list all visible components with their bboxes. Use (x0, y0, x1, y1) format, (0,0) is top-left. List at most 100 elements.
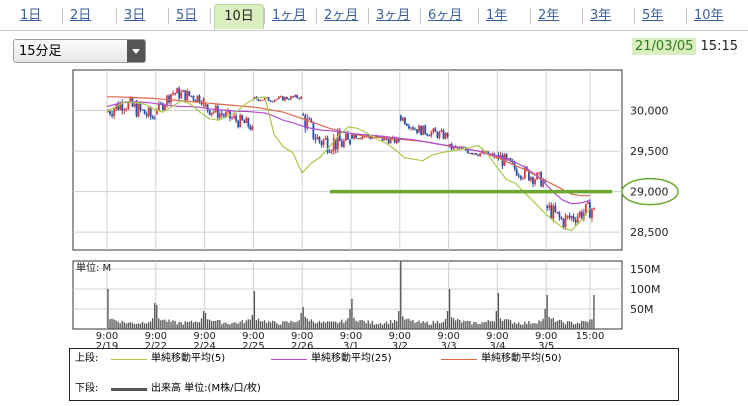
candle-body (194, 99, 197, 102)
tab-12[interactable]: 3年 (590, 8, 612, 23)
volume-bar (385, 321, 388, 329)
candle-body (233, 115, 235, 118)
tab-4[interactable]: 5日 (176, 8, 198, 23)
candle-body (180, 92, 183, 99)
x-tick-time: 9:00 (437, 331, 459, 342)
tab-10[interactable]: 1年 (486, 8, 508, 23)
candle-body (284, 97, 286, 101)
candle-body (507, 158, 510, 160)
tab-13[interactable]: 5年 (642, 8, 664, 23)
volume-bar (548, 317, 550, 329)
candle-body (253, 96, 256, 99)
volume-bar (520, 324, 522, 329)
volume-bar (564, 324, 567, 329)
candle-body (332, 138, 335, 151)
volume-bar (269, 322, 272, 329)
candle-body (113, 109, 116, 116)
candle-body (261, 99, 264, 101)
chevron-down-icon[interactable] (127, 40, 145, 62)
tab-11[interactable]: 2年 (538, 8, 560, 23)
volume-bar (127, 322, 129, 329)
volume-bar (229, 324, 231, 329)
volume-bar (489, 321, 491, 329)
volume-bar (554, 321, 556, 329)
volume-bar (123, 322, 125, 329)
tab-6[interactable]: 1ヶ月 (272, 8, 307, 23)
x-tick-time: 9:00 (535, 331, 557, 342)
volume-bar (125, 323, 127, 329)
x-tick-time: 9:00 (193, 331, 215, 342)
volume-bar (516, 323, 518, 329)
tab-9[interactable]: 6ヶ月 (428, 8, 463, 23)
volume-bar (158, 318, 160, 329)
volume-bar (215, 320, 217, 329)
volume-bar (292, 321, 294, 329)
volume-bar (518, 322, 520, 329)
volume-bar (141, 321, 144, 329)
candle-body (178, 88, 181, 99)
candle-body (353, 135, 355, 139)
candle-body (389, 138, 392, 144)
volume-bar (373, 324, 375, 329)
volume-bar (422, 321, 424, 329)
tab-1[interactable]: 1日 (20, 8, 42, 23)
candle-body (554, 205, 557, 213)
volume-bar (406, 318, 408, 329)
candle-body (223, 114, 225, 117)
volume-bar (137, 323, 140, 329)
volume-bar (280, 324, 282, 329)
volume-bar (156, 305, 158, 329)
tab-2[interactable]: 2日 (70, 8, 92, 23)
volume-bar (225, 322, 227, 329)
volume-bar (322, 321, 325, 329)
volume-bar (282, 321, 284, 329)
y-tick-label: 28,500 (630, 226, 669, 239)
candle-body (546, 206, 549, 208)
volume-bar (253, 291, 256, 329)
volume-bar (204, 313, 207, 329)
volume-bar (400, 261, 402, 329)
candle-body (172, 93, 174, 95)
volume-bar (152, 318, 154, 329)
volume-bar (404, 319, 406, 329)
tab-5[interactable]: 10日 (214, 4, 264, 29)
candle-body (403, 117, 406, 125)
volume-bar (182, 324, 184, 329)
candle-body (326, 137, 329, 152)
volume-bar (442, 321, 445, 329)
legend-ma5-label: 単純移動平均(5) (151, 353, 226, 364)
candle-body (424, 125, 427, 134)
candle-body (347, 133, 349, 140)
x-tick-time: 9:00 (486, 331, 508, 342)
candle-body (139, 103, 142, 110)
volume-bar (487, 320, 489, 329)
tab-7[interactable]: 2ヶ月 (324, 8, 359, 23)
legend-volume-label: 出来高 単位:(M株/口/枚) (151, 383, 261, 394)
volume-bar (467, 320, 469, 329)
volume-bar (426, 321, 428, 329)
candle-body (580, 211, 583, 219)
candle-body (218, 113, 221, 118)
volume-bar (243, 323, 245, 329)
volume-bar (566, 321, 569, 329)
y-tick-label: 30,000 (630, 105, 669, 118)
volume-bar (335, 321, 337, 329)
volume-bar (166, 321, 168, 329)
tab-8[interactable]: 3ヶ月 (376, 8, 411, 23)
interval-select[interactable]: 15分足 (13, 39, 146, 63)
candle-body (265, 97, 268, 99)
candle-body (330, 150, 333, 153)
volume-bar (316, 322, 319, 329)
candle-body (428, 135, 431, 137)
candle-body (277, 96, 280, 99)
volume-bar (524, 321, 526, 329)
candle-body (532, 177, 534, 184)
candle-body (279, 96, 282, 98)
tab-3[interactable]: 3日 (124, 8, 146, 23)
volume-bar (274, 321, 276, 329)
candle-body (286, 97, 288, 100)
last-update: 21/03/05 15:15 (632, 38, 738, 55)
volume-bar (572, 324, 575, 329)
tab-14[interactable]: 10年 (694, 8, 724, 23)
candle-body (109, 111, 111, 115)
